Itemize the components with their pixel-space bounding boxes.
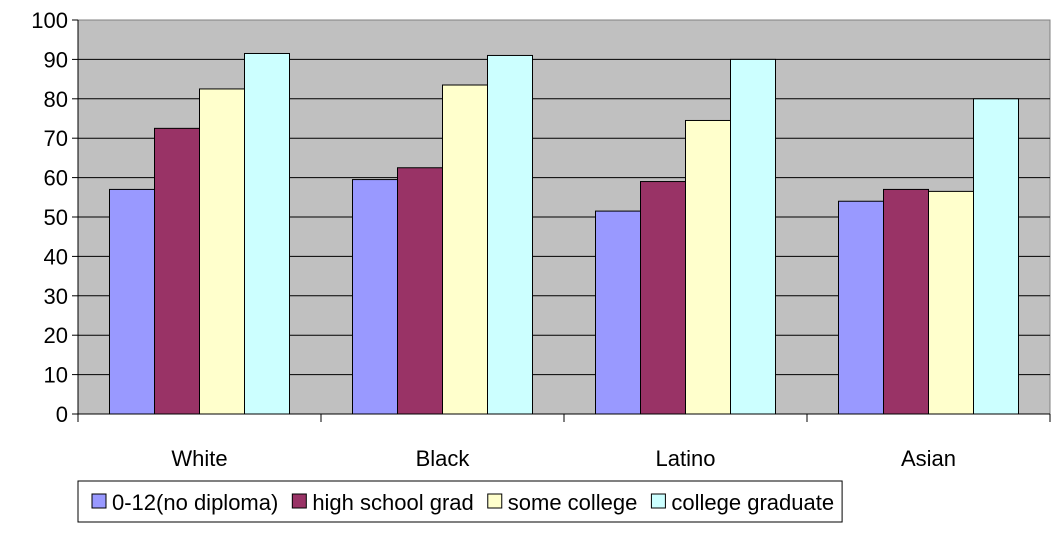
bar [595,210,641,415]
bar [199,88,245,415]
x-tick-label: Latino [656,446,716,471]
y-tick-label: 20 [44,323,68,348]
y-tick-label: 70 [44,126,68,151]
y-tick-label: 50 [44,205,68,230]
legend-label: some college [508,490,638,515]
bar [244,52,290,415]
y-tick-label: 80 [44,87,68,112]
legend-label: college graduate [671,490,834,515]
y-tick-label: 100 [31,8,68,33]
bar [685,119,731,415]
bar [640,181,686,415]
legend-swatch [291,493,307,509]
bar [352,179,398,415]
bar [883,188,929,415]
legend-swatch [650,493,666,509]
bar [154,127,200,415]
bar [838,200,884,415]
legend-label: 0-12(no diploma) [112,490,278,515]
bar [109,188,155,415]
y-tick-label: 0 [56,402,68,427]
legend-swatch [91,493,107,509]
bar [973,98,1019,415]
legend: 0-12(no diploma) high school grad some col… [77,480,843,523]
bars [109,52,1019,415]
y-axis: 0 10 20 30 40 50 60 70 80 90 100 [31,8,79,427]
bar [397,167,443,415]
x-tick-label: White [171,446,227,471]
x-tick-label: Asian [901,446,956,471]
x-tick-label: Black [416,446,471,471]
bar [928,190,974,415]
legend-swatch [487,493,503,509]
y-tick-label: 90 [44,47,68,72]
legend-label: high school grad [312,490,473,515]
bar [442,84,488,415]
y-tick-label: 60 [44,166,68,191]
y-tick-label: 10 [44,363,68,388]
bar [487,54,533,415]
x-axis: White Black Latino Asian [77,413,1051,471]
legend-box [77,480,843,523]
y-tick-label: 40 [44,244,68,269]
y-tick-label: 30 [44,284,68,309]
bar [730,58,776,415]
